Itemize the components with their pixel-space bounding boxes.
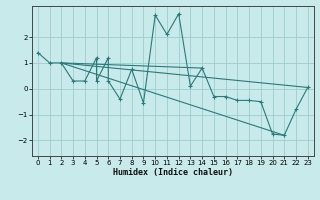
X-axis label: Humidex (Indice chaleur): Humidex (Indice chaleur) (113, 168, 233, 177)
